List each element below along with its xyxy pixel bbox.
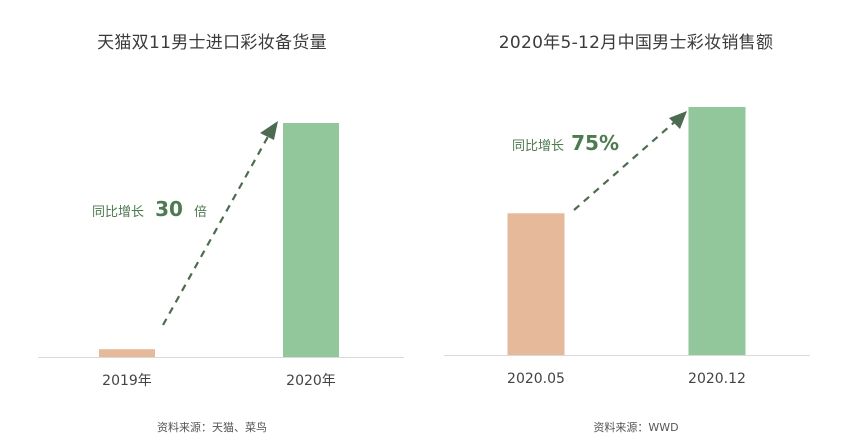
chart-panel-right: 2020年5-12月中国男士彩妆销售额 2020.05 2020.12 同比增长… — [424, 0, 848, 448]
annotation-value: 75% — [571, 131, 619, 155]
growth-annotation: 同比增长 30 倍 — [92, 197, 207, 221]
arrow-head-icon — [260, 121, 278, 140]
tick-label: 2020年 — [286, 373, 336, 389]
growth-arrow — [573, 118, 679, 211]
source-note: 资料来源：天猫、菜鸟 — [157, 421, 267, 434]
arrow-head-icon — [669, 111, 687, 129]
tick-label: 2019年 — [102, 373, 152, 389]
annotation-prefix: 同比增长 — [512, 139, 564, 154]
bar — [507, 213, 565, 355]
annotation-prefix: 同比增长 — [92, 205, 144, 220]
chart-title: 天猫双11男士进口彩妆备货量 — [97, 33, 327, 53]
growth-arrow — [162, 132, 271, 326]
chart-title: 2020年5-12月中国男士彩妆销售额 — [498, 33, 774, 53]
bar — [283, 123, 339, 357]
bar — [688, 107, 746, 355]
chart-panel-left: 天猫双11男士进口彩妆备货量 2019年 2020年 同比增长 30 倍 资料来… — [38, 33, 404, 434]
annotation-suffix: 倍 — [194, 205, 207, 220]
source-note: 资料来源：WWD — [593, 421, 679, 434]
tick-label: 2020.12 — [688, 371, 746, 387]
bar-chart: 2020.05 2020.12 同比增长 75% — [444, 107, 810, 387]
annotation-value: 30 — [155, 197, 183, 221]
growth-annotation: 同比增长 75% — [512, 131, 619, 155]
tick-label: 2020.05 — [507, 371, 565, 387]
bar-chart: 2019年 2020年 同比增长 30 倍 — [38, 121, 404, 389]
bar — [99, 349, 155, 357]
